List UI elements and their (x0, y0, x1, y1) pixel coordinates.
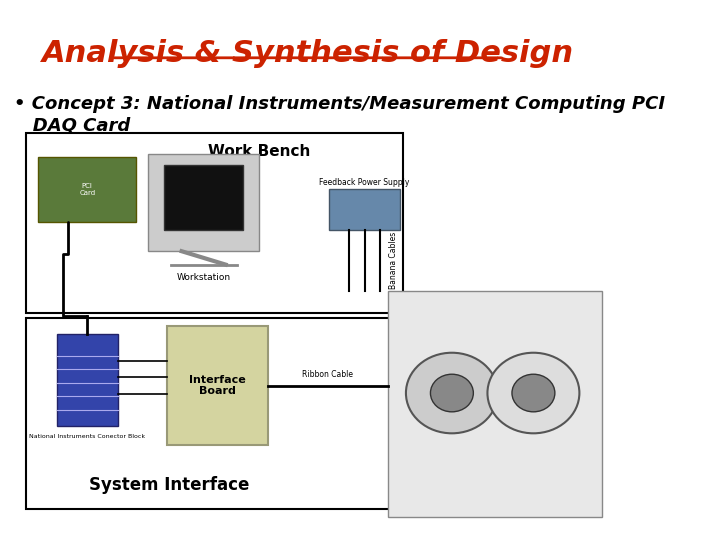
Bar (38, 157, 136, 221)
Bar (329, 190, 400, 230)
Bar (26, 319, 403, 509)
Bar (26, 133, 403, 313)
Text: National Instruments Conector Block: National Instruments Conector Block (29, 434, 145, 439)
Text: Analysis & Synthesis of Design: Analysis & Synthesis of Design (42, 39, 574, 68)
Circle shape (512, 374, 555, 412)
Text: Work Bench: Work Bench (208, 144, 311, 159)
Bar (167, 326, 268, 444)
Circle shape (487, 353, 580, 433)
Bar (164, 165, 243, 230)
Text: PCI
Card: PCI Card (79, 183, 95, 196)
Text: • Concept 3: National Instruments/Measurement Computing PCI: • Concept 3: National Instruments/Measur… (14, 96, 665, 113)
Text: Feedback Power Supply: Feedback Power Supply (320, 178, 410, 187)
Circle shape (431, 374, 473, 412)
Bar (57, 334, 118, 426)
Bar (148, 154, 258, 251)
Text: System Interface: System Interface (89, 476, 249, 494)
Text: Interface
Board: Interface Board (189, 375, 246, 396)
Text: Ribbon Cable: Ribbon Cable (302, 370, 354, 379)
Text: Banana Cables: Banana Cables (389, 232, 398, 289)
Text: Workstation: Workstation (176, 273, 230, 282)
Bar (387, 292, 602, 517)
Circle shape (406, 353, 498, 433)
Text: DAQ Card: DAQ Card (14, 117, 130, 135)
